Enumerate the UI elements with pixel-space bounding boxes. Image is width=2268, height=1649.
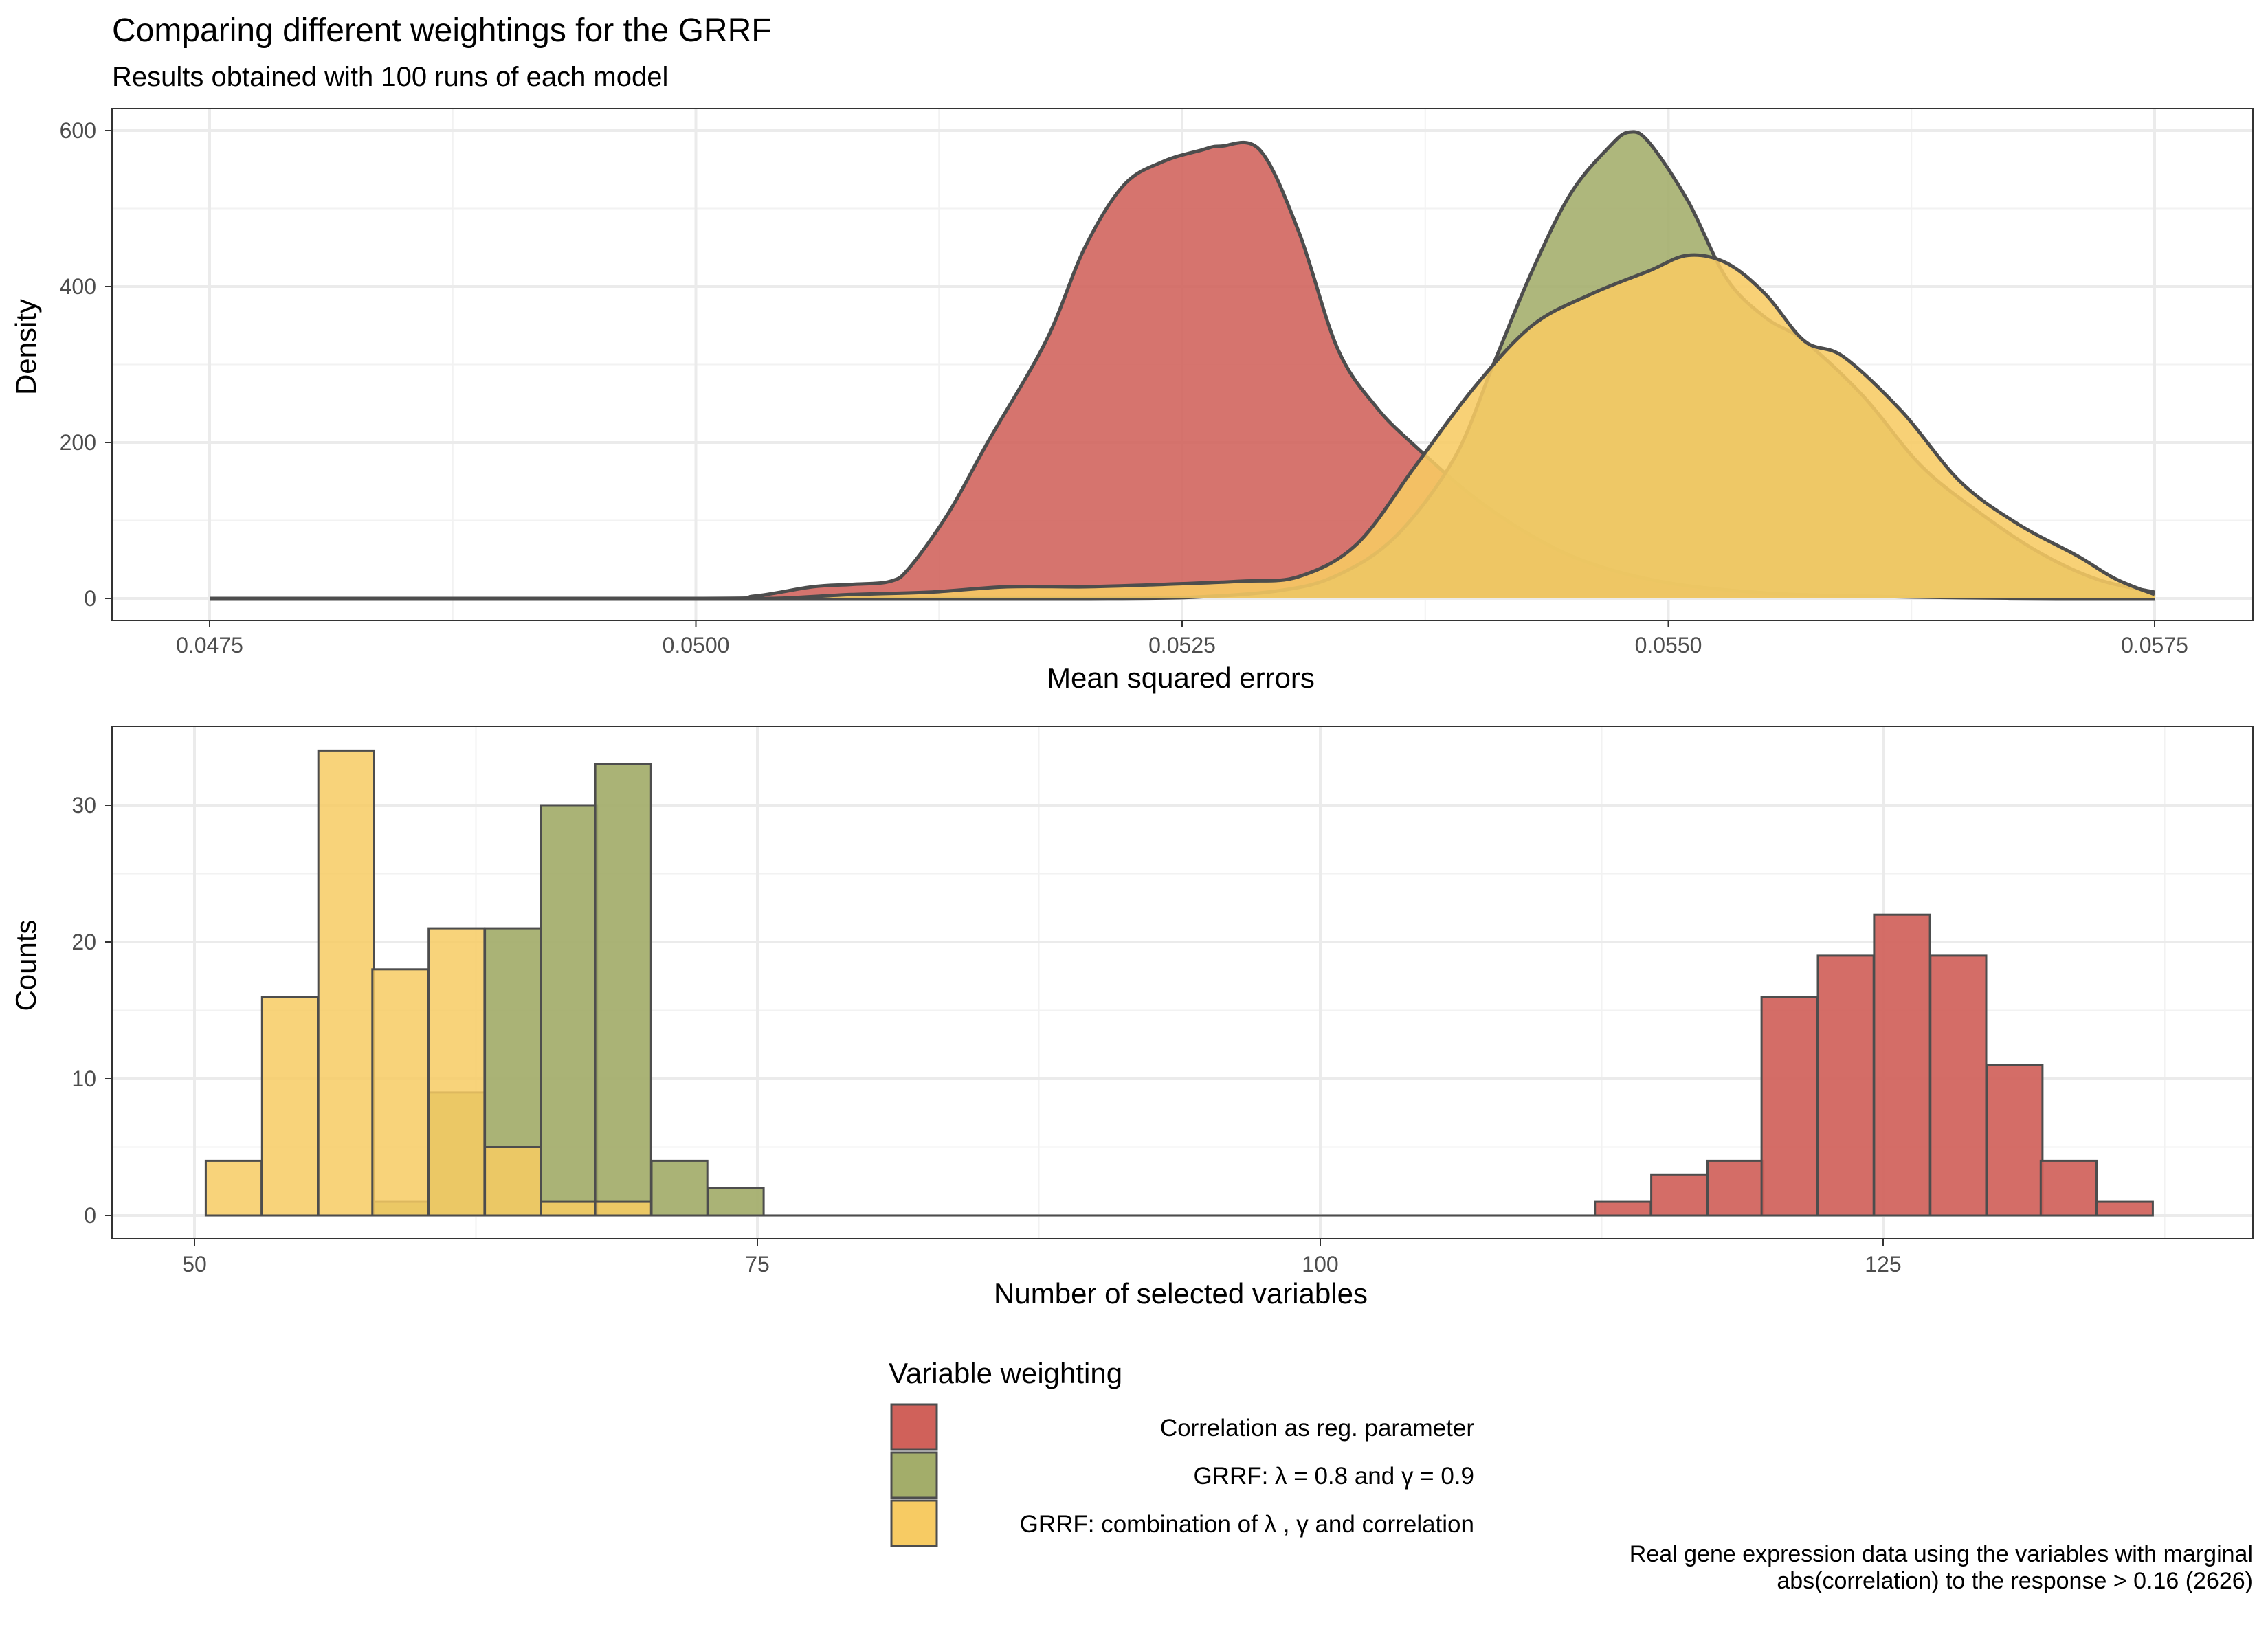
histogram-y-tick-label: 30 xyxy=(71,793,96,818)
histogram-bar-correlation xyxy=(2039,1159,2098,1217)
histogram-bar-correlation xyxy=(2095,1200,2154,1217)
legend-key-correlation xyxy=(890,1403,938,1451)
histogram-bar-grrf xyxy=(707,1187,765,1217)
histogram-bar-correlation xyxy=(1760,996,1819,1217)
density-y-tick-label: 600 xyxy=(60,118,96,143)
histogram-x-tick-label: 50 xyxy=(182,1252,207,1277)
histogram-bar-combination xyxy=(484,1146,542,1217)
density-curve-combination xyxy=(209,253,2155,601)
density-x-tick-label: 0.0575 xyxy=(2121,633,2188,658)
density-x-tick-label: 0.0550 xyxy=(1635,633,1702,658)
histogram-panel: 50 75 100 125 0 10 20 30 xyxy=(71,726,2254,1277)
density-curve-correlation-fill xyxy=(210,142,2155,599)
histogram-y-axis-title: Counts xyxy=(10,919,42,1011)
density-y-axis-title: Density xyxy=(10,299,42,395)
density-x-tick-label: 0.0500 xyxy=(663,633,730,658)
chart-subtitle: Results obtained with 100 runs of each m… xyxy=(112,62,668,92)
legend-key-grrf xyxy=(890,1451,938,1499)
histogram-bar-correlation xyxy=(1816,954,1875,1217)
caption-line-1: Real gene expression data using the vari… xyxy=(1630,1541,2253,1567)
legend-label-correlation: Correlation as reg. parameter xyxy=(1160,1415,1474,1442)
chart-title: Comparing different weightings for the G… xyxy=(112,12,772,49)
histogram-bar-correlation xyxy=(1594,1200,1652,1217)
histogram-bar-combination xyxy=(540,1200,599,1217)
histogram-x-axis-title: Number of selected variables xyxy=(994,1277,1368,1310)
histogram-bar-correlation xyxy=(1650,1173,1709,1217)
histogram-bar-grrf xyxy=(594,763,652,1217)
histogram-x-tick-label: 100 xyxy=(1302,1252,1338,1277)
histogram-bar-combination xyxy=(260,996,319,1217)
histogram-bar-correlation xyxy=(1706,1159,1765,1217)
density-x-tick-label: 0.0475 xyxy=(176,633,243,658)
histogram-panel-border xyxy=(111,726,2254,1239)
histogram-bar-combination xyxy=(317,749,375,1217)
density-y-tick-label: 0 xyxy=(84,586,96,611)
histogram-y-tick-label: 0 xyxy=(84,1203,96,1228)
histogram-bar-correlation xyxy=(1929,954,1988,1217)
legend-title: Variable weighting xyxy=(889,1357,1122,1389)
histogram-bar-correlation xyxy=(1873,913,1931,1217)
histogram-bar-grrf xyxy=(650,1159,709,1217)
legend: Variable weighting Correlation as reg. p… xyxy=(889,1357,1474,1547)
histogram-bar-combination xyxy=(204,1159,263,1217)
histogram-bar-combination xyxy=(371,968,430,1217)
density-y-tick-label: 400 xyxy=(60,274,96,299)
legend-label-grrf: GRRF: λ = 0.8 and γ = 0.9 xyxy=(1193,1463,1474,1490)
legend-key-combination xyxy=(890,1499,938,1547)
histogram-y-tick-label: 20 xyxy=(71,930,96,954)
histogram-bar-combination xyxy=(594,1200,652,1217)
histogram-bar-combination xyxy=(427,927,486,1217)
density-x-tick-label: 0.0525 xyxy=(1148,633,1216,658)
histogram-bar-grrf xyxy=(540,804,599,1217)
density-curve-combination-fill xyxy=(210,255,2155,598)
histogram-x-tick-label: 75 xyxy=(745,1252,770,1277)
histogram-y-tick-label: 10 xyxy=(71,1066,96,1091)
density-panel: 0.0475 0.0500 0.0525 0.0550 0.0575 0 200 400 600 xyxy=(60,108,2254,658)
histogram-bar-correlation xyxy=(1986,1064,2044,1217)
density-x-axis-title: Mean squared errors xyxy=(1047,662,1315,694)
density-y-tick-label: 200 xyxy=(60,430,96,455)
histogram-x-tick-label: 125 xyxy=(1865,1252,1901,1277)
caption-line-2: abs(correlation) to the response > 0.16 … xyxy=(1777,1568,2253,1594)
legend-label-combination: GRRF: combination of λ , γ and correlati… xyxy=(1020,1511,1474,1538)
